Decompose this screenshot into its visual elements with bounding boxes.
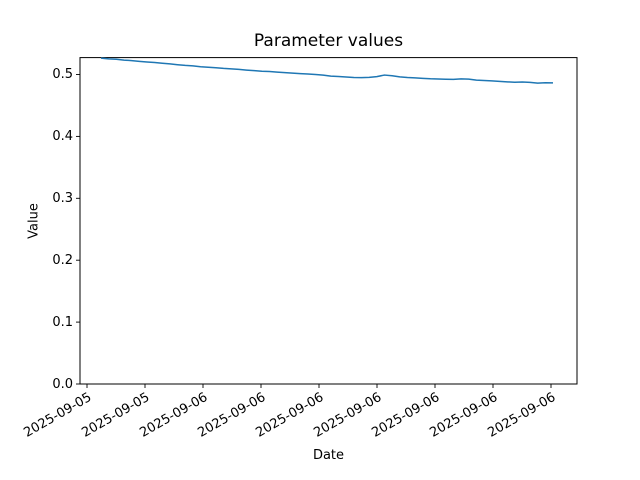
series-line (100, 57, 554, 84)
y-tick-label: 0.4 (52, 128, 73, 144)
x-axis-label: Date (312, 448, 345, 463)
y-tick-label: 0.2 (52, 252, 73, 268)
y-axis-label: Value (26, 203, 42, 239)
chart-title: Parameter values (253, 31, 404, 51)
y-tick-label: 0.3 (52, 190, 73, 206)
axes-frame-group (79, 57, 578, 385)
tick-marks-group (76, 74, 552, 388)
y-tick-label: 0.1 (52, 314, 73, 330)
y-tick-label: 0.5 (52, 67, 73, 82)
series-line-group (100, 57, 554, 84)
y-tick-label: 0.0 (52, 376, 73, 392)
